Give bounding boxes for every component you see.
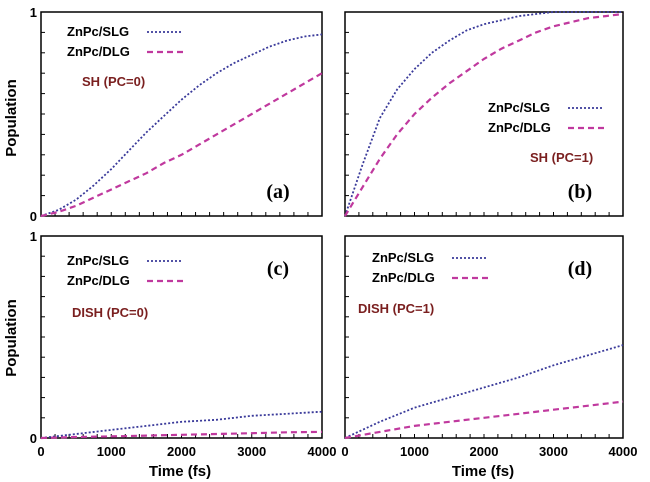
panel-b-series-dlg-line [344,12,624,217]
panel-b-legend-label-slg: ZnPc/SLG [488,100,550,115]
panel-c-series-slg-line [40,410,323,439]
panel-d-x-tick-label: 4000 [609,444,638,459]
panel-a-legend-label-dlg: ZnPc/DLG [67,44,130,59]
panel-c-x-tick-label: 0 [37,444,44,459]
y-axis-title-top: Population [3,79,20,157]
panel-d: 0 1000 2000 3000 4000 ZnPc/SLG ZnPc/DLG DISH (P… [341,235,638,459]
panel-c-legend-label-dlg: ZnPc/DLG [67,273,130,288]
panel-d-x-tick-label: 3000 [539,444,568,459]
panel-d-legend-label-slg: ZnPc/SLG [372,250,434,265]
x-axis-title-right: Time (fs) [452,463,514,480]
panel-c-y-tick-label: 1 [30,229,37,244]
panel-c-condition-label: DISH (PC=0) [72,305,148,320]
panel-b: ZnPc/SLG ZnPc/DLG SH (PC=1) (b) [344,11,624,217]
panel-d-x-tick-label: 0 [341,444,348,459]
y-axis-title-bottom: Population [3,299,20,377]
panel-d-series-slg-line [344,344,624,439]
panel-d-condition-label: DISH (PC=1) [358,301,434,316]
panel-a-series-slg-line [40,33,323,217]
panel-a: 0 1 ZnPc/SLG ZnPc/DLG SH (PC=0) (a) [30,5,323,224]
panel-d-panel-label: (d) [568,258,592,280]
panel-c: 0 1 0 1000 2000 3000 4000 ZnPc/SLG ZnPc/DLG DISH … [30,229,337,459]
panel-c-legend-label-slg: ZnPc/SLG [67,253,129,268]
panel-a-condition-label: SH (PC=0) [82,74,145,89]
panel-c-x-tick-label: 3000 [237,444,266,459]
panel-d-legend-label-dlg: ZnPc/DLG [372,270,435,285]
panel-d-x-tick-label: 2000 [470,444,499,459]
panel-c-series-dlg-line [40,430,323,440]
panel-b-legend-label-dlg: ZnPc/DLG [488,120,551,135]
panel-c-y-tick-label: 0 [30,431,37,446]
panel-c-panel-label: (c) [267,258,289,280]
panel-a-series-dlg-line [40,72,323,218]
panel-a-y-tick-label: 0 [30,209,37,224]
panel-c-x-tick-label: 1000 [97,444,126,459]
panel-d-series-dlg-line [344,400,624,440]
panel-b-series-slg-line [344,11,623,217]
panel-a-panel-label: (a) [266,181,289,203]
x-axis-title-left: Time (fs) [149,463,211,480]
panel-c-x-tick-label: 4000 [308,444,337,459]
panel-a-y-tick-label: 1 [30,5,37,20]
panel-c-x-tick-label: 2000 [167,444,196,459]
panel-b-condition-label: SH (PC=1) [530,150,593,165]
panel-b-panel-label: (b) [568,181,592,203]
panel-d-x-tick-label: 1000 [400,444,429,459]
panel-a-legend-label-slg: ZnPc/SLG [67,24,129,39]
